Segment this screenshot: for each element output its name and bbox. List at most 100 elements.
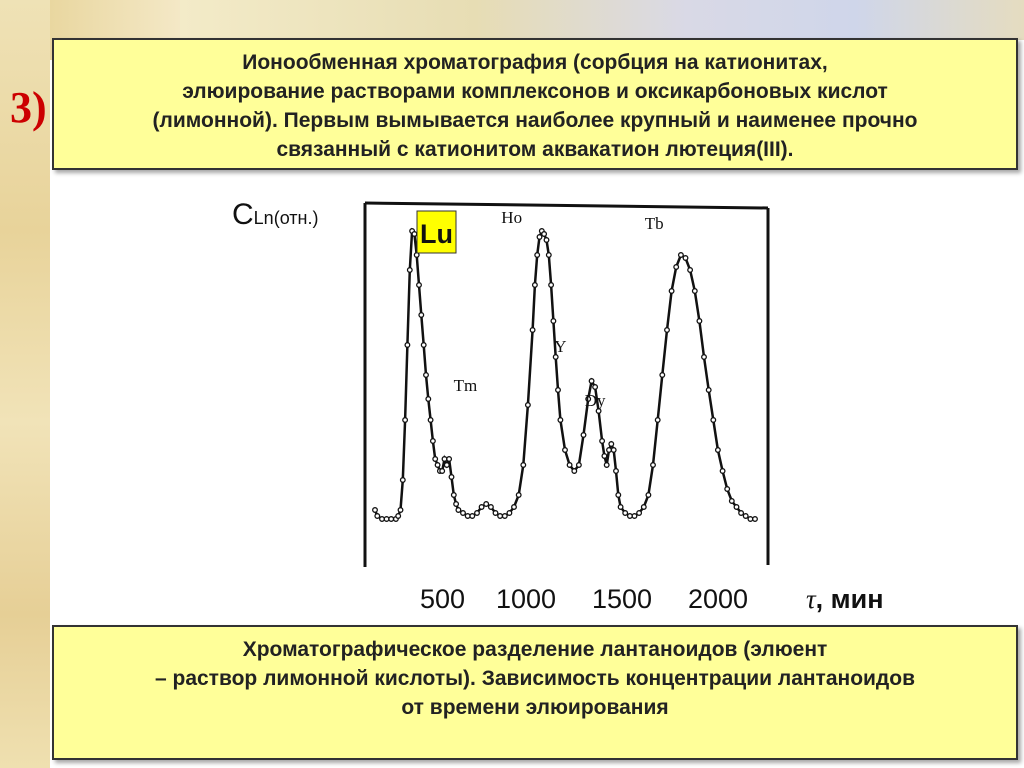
- data-point: [395, 513, 402, 519]
- data-point: [469, 513, 476, 519]
- x-tick-label: 1500: [592, 584, 653, 614]
- data-point: [608, 441, 615, 447]
- lu-highlight-box: [416, 210, 457, 254]
- chromatogram-chart: Ho Tm Y Dy Tb Lu: [363, 201, 770, 567]
- data-point: [742, 513, 749, 519]
- data-point: [399, 477, 406, 483]
- background-decoration-left: [0, 0, 50, 768]
- data-point: [411, 231, 418, 237]
- data-point: [388, 516, 395, 522]
- y-axis-label: CLn(отн.): [232, 198, 318, 232]
- data-point: [615, 492, 622, 498]
- data-point: [566, 462, 573, 468]
- data-point: [673, 264, 680, 270]
- data-point: [418, 312, 425, 318]
- data-point: [511, 504, 517, 510]
- x-tick-label: 2000: [688, 584, 749, 614]
- data-point: [434, 462, 441, 468]
- data-point: [696, 318, 703, 324]
- data-point: [714, 447, 721, 453]
- caption-line: Хроматографическое разделение лантаноидо…: [242, 638, 828, 661]
- data-point: [606, 447, 612, 453]
- data-point: [529, 327, 536, 333]
- data-point: [450, 492, 457, 498]
- data-point: [406, 267, 413, 273]
- x-axis-unit: , мин: [815, 584, 884, 614]
- data-point: [446, 456, 453, 462]
- data-point: [443, 462, 450, 468]
- data-point: [595, 408, 602, 414]
- data-point: [487, 504, 494, 510]
- data-point: [728, 498, 735, 504]
- peak-labels: Ho Tm Y Dy Tb: [454, 208, 664, 410]
- data-point: [650, 462, 656, 468]
- data-point: [427, 417, 434, 423]
- y-axis-label-main: C: [232, 198, 254, 231]
- data-point: [515, 492, 522, 498]
- plot-frame: [363, 201, 770, 567]
- data-point: [613, 468, 619, 474]
- description-line: Ионообменная хроматография (сорбция на к…: [242, 51, 828, 74]
- data-point: [520, 462, 527, 468]
- data-point: [552, 354, 559, 360]
- data-point: [677, 252, 684, 258]
- data-point: [397, 507, 404, 513]
- data-point: [705, 387, 712, 393]
- data-point: [603, 462, 610, 468]
- peak-label: Dy: [585, 391, 606, 410]
- data-point: [455, 507, 462, 513]
- data-point: [372, 507, 378, 513]
- data-point: [531, 282, 538, 288]
- data-point: [423, 372, 429, 378]
- data-point: [497, 513, 504, 519]
- data-point: [682, 255, 689, 261]
- slide-number: 3): [10, 83, 47, 132]
- data-point: [441, 456, 448, 462]
- data-point: [659, 372, 666, 378]
- peak-label: Ho: [501, 208, 522, 227]
- data-point: [439, 468, 446, 474]
- lu-label-text: Lu: [420, 219, 453, 249]
- data-point: [402, 417, 409, 423]
- data-point: [374, 513, 381, 519]
- data-point: [668, 288, 675, 294]
- description-line: элюирование растворами комплексонов и ок…: [182, 80, 888, 103]
- data-point: [631, 513, 638, 519]
- data-point: [416, 282, 422, 288]
- series-line: [373, 227, 755, 521]
- lu-label: Lu: [416, 210, 457, 254]
- x-axis-symbol: τ: [806, 584, 816, 614]
- data-point: [524, 402, 531, 408]
- peak-label: Tb: [645, 214, 664, 233]
- data-point: [610, 447, 617, 453]
- data-point: [691, 288, 698, 294]
- data-point: [626, 513, 633, 519]
- peak-label: Y: [554, 337, 566, 356]
- data-point: [580, 432, 587, 438]
- data-point: [599, 438, 606, 444]
- data-point: [478, 504, 485, 510]
- data-point: [429, 438, 436, 444]
- frame-top: [364, 201, 769, 210]
- data-point: [738, 510, 745, 516]
- data-point: [460, 510, 466, 516]
- peak-label: Tm: [454, 376, 478, 395]
- data-point: [543, 237, 550, 243]
- description-box-top: Ионообменная хроматография (сорбция на к…: [52, 38, 1018, 170]
- description-box-bottom: Хроматографическое разделение лантаноидо…: [52, 625, 1018, 760]
- x-axis-label: τ, мин: [806, 584, 884, 615]
- data-point: [474, 510, 480, 516]
- data-point: [483, 501, 490, 507]
- data-point: [719, 468, 726, 474]
- data-point: [562, 447, 568, 453]
- description-line: (лимонной). Первым вымывается наиболее к…: [152, 109, 918, 132]
- series-points: [372, 228, 758, 522]
- data-point: [664, 327, 670, 333]
- y-axis-label-sub: Ln(отн.): [253, 208, 319, 228]
- data-point: [545, 252, 552, 258]
- data-point: [548, 282, 555, 288]
- data-point: [550, 318, 557, 324]
- data-point: [555, 387, 561, 393]
- data-point: [733, 504, 740, 510]
- data-point: [654, 417, 661, 423]
